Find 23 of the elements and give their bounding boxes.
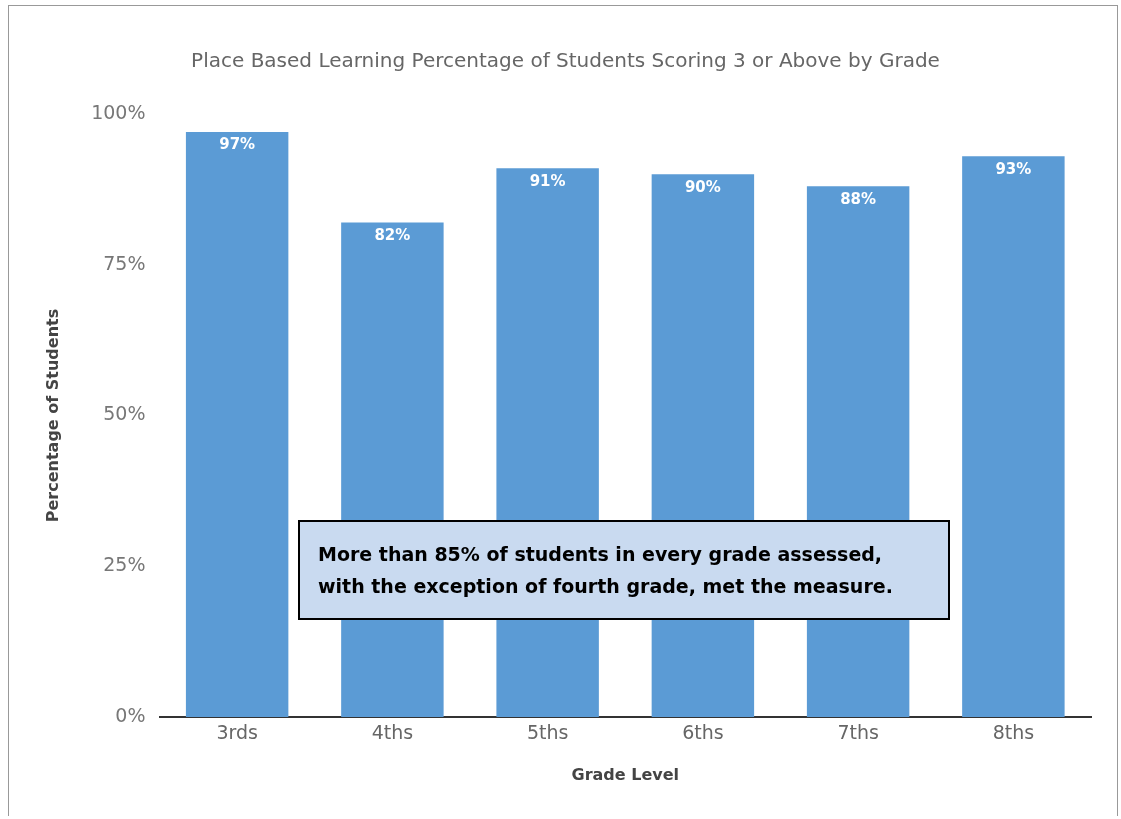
note-box: More than 85% of students in every grade assessed, with the exception of fourth grade, met the measure. <box>298 520 950 620</box>
data-label: 82% <box>374 225 411 244</box>
data-label: 90% <box>684 177 721 196</box>
bar <box>185 132 289 717</box>
x-tick-label: 6ths <box>682 721 724 744</box>
x-tick-label: 4ths <box>371 721 414 744</box>
y-tick-label: 0% <box>115 703 146 726</box>
data-label: 88% <box>840 189 877 208</box>
x-tick-label: 3rds <box>216 721 258 744</box>
y-tick-label: 50% <box>103 402 146 425</box>
data-label: 97% <box>219 135 256 154</box>
bar <box>962 156 1065 717</box>
x-axis-title: Grade Level <box>571 764 680 784</box>
y-axis-title: Percentage of Students <box>42 308 62 523</box>
chart-title: Place Based Learning Percentage of Students Scoring 3 or Above by Grade <box>191 48 940 73</box>
y-tick-label: 25% <box>103 553 146 576</box>
y-tick-label: 100% <box>91 100 146 123</box>
x-tick-label: 7ths <box>837 721 879 744</box>
data-label: 93% <box>995 159 1032 178</box>
y-tick-label: 75% <box>103 251 146 274</box>
x-tick-label: 8ths <box>992 721 1035 744</box>
data-label: 91% <box>529 171 566 190</box>
x-tick-label: 5ths <box>526 721 569 744</box>
